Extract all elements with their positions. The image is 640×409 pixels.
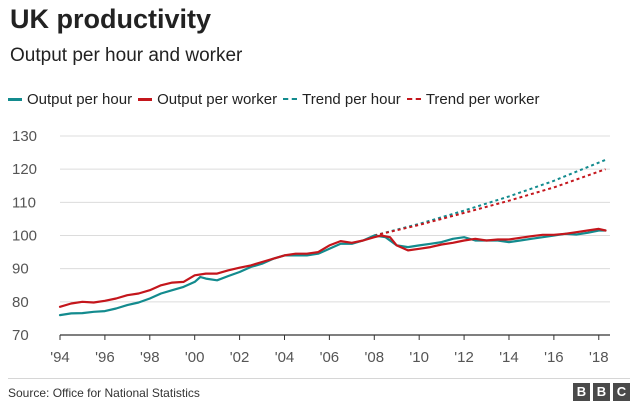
series-line-output-per-hour (58, 229, 607, 317)
bbc-logo: B B C (573, 383, 630, 401)
y-tick-label-70: 70 (12, 327, 29, 344)
source-note: Source: Office for National Statistics (8, 386, 200, 400)
series-lines (58, 158, 607, 317)
legend-item-trend-per-hour: Trend per hour (283, 91, 401, 108)
y-tick-label-120: 120 (12, 161, 37, 178)
legend-swatch-trend-per-worker (406, 98, 421, 100)
x-tick-label-2014: '14 (499, 349, 519, 366)
chart-legend: Output per hour Output per worker Trend … (8, 88, 545, 110)
y-tick-label-90: 90 (12, 261, 29, 278)
legend-swatch-output-per-worker (138, 97, 153, 101)
x-tick-label-2000: '00 (185, 349, 205, 366)
series-line-trend-per-worker (374, 168, 606, 237)
x-tick-label-1994: '94 (50, 349, 70, 366)
legend-swatch-trend-per-hour (283, 98, 298, 100)
x-tick-label-2018: '18 (589, 349, 609, 366)
legend-item-trend-per-worker: Trend per worker (406, 90, 540, 108)
x-tick-label-2004: '04 (275, 349, 295, 366)
legend-label-output-per-hour: Output per hour (27, 90, 133, 108)
y-tick-label-130: 130 (12, 128, 37, 145)
y-tick-label-80: 80 (12, 294, 29, 311)
bbc-logo-block-3: C (613, 383, 630, 401)
bbc-logo-block-1: B (573, 383, 590, 401)
legend-label-trend-per-hour: Trend per hour (302, 90, 401, 108)
legend-label-output-per-worker: Output per worker (157, 90, 278, 108)
x-tick-label-1996: '96 (95, 349, 115, 366)
footer-divider (8, 378, 630, 379)
y-tick-label-110: 110 (12, 194, 36, 211)
x-tick-label-2010: '10 (409, 349, 429, 366)
bbc-logo-block-2: B (593, 383, 610, 401)
x-tick-label-1998: '98 (140, 349, 160, 366)
x-tick-label-2012: '12 (454, 349, 474, 366)
chart-title: UK productivity (10, 4, 212, 34)
grid-lines (60, 135, 610, 336)
x-tick-label-2016: '16 (544, 349, 564, 366)
series-line-trend-per-hour (374, 158, 606, 237)
legend-swatch-output-per-hour (8, 97, 22, 101)
legend-label-trend-per-worker: Trend per worker (425, 90, 540, 108)
y-axis-tick-labels: 70 80 90 100 110 120 130 (12, 128, 37, 344)
x-tick-label-2006: '06 (320, 349, 340, 366)
y-tick-label-100: 100 (12, 228, 37, 245)
legend-item-output-per-worker: Output per worker (138, 91, 277, 108)
x-axis-tick-labels: '94 '96 '98 '00 '02 '04 '06 '08 '10 '12 '14 '16 '18 (50, 335, 609, 366)
x-tick-label-2002: '02 (230, 349, 250, 366)
chart-subtitle: Output per hour and worker (10, 45, 243, 66)
legend-item-output-per-hour: Output per hour (8, 91, 132, 108)
x-tick-label-2008: '08 (365, 349, 385, 366)
series-line-output-per-worker (58, 227, 607, 308)
